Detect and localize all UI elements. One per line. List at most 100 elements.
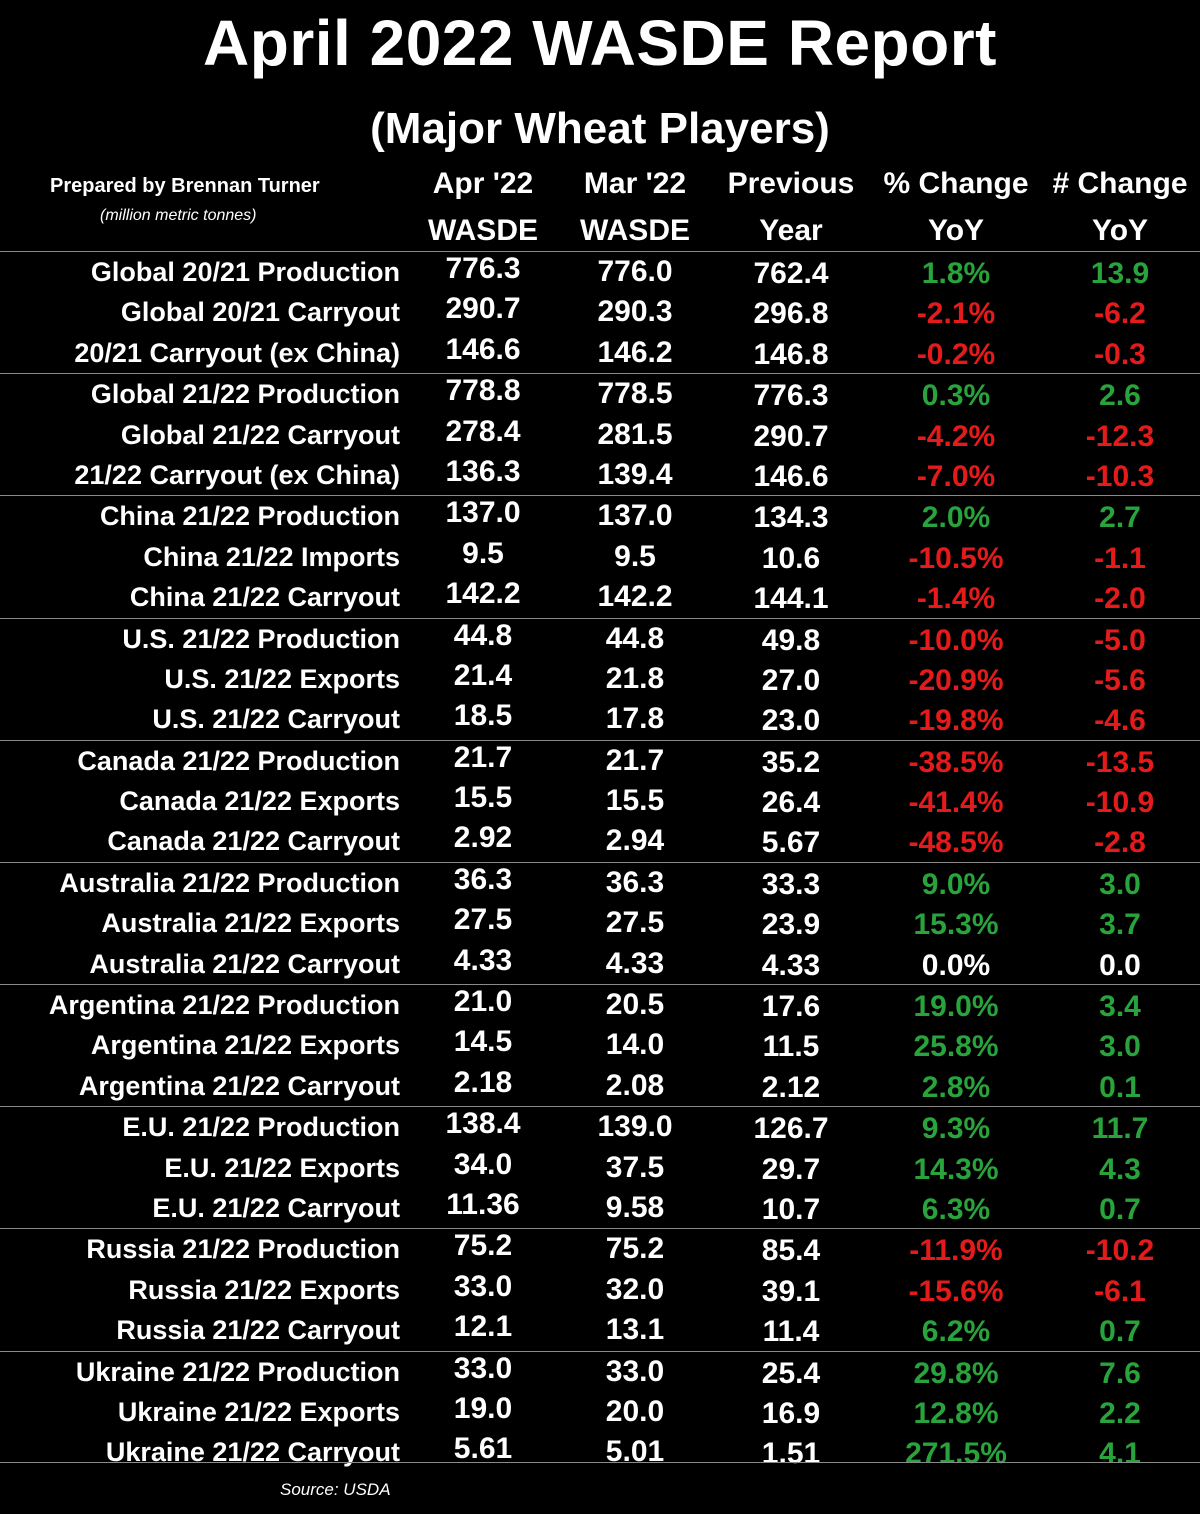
cell-pct-change: 12.8% xyxy=(913,1396,999,1430)
cell-previous-year: 29.7 xyxy=(761,1152,821,1186)
row-label: Argentina 21/22 Carryout xyxy=(78,1070,400,1101)
cell-abs-change: -5.0 xyxy=(1094,623,1146,657)
cell-mar22: 139.0 xyxy=(597,1110,673,1144)
cell-apr22: 9.5 xyxy=(462,536,504,570)
cell-pct-change: -38.5% xyxy=(908,745,1004,779)
cell-apr22: 2.18 xyxy=(453,1065,513,1099)
cell-abs-change: -2.0 xyxy=(1094,582,1146,616)
cell-pct-change: 6.2% xyxy=(921,1315,991,1349)
cell-mar22: 2.08 xyxy=(605,1068,665,1102)
cell-pct-change: -11.9% xyxy=(909,1234,1003,1268)
cell-previous-year: 146.8 xyxy=(753,337,829,371)
cell-mar22: 21.7 xyxy=(605,743,665,777)
cell-pct-change: -41.4% xyxy=(908,786,1004,820)
cell-mar22: 36.3 xyxy=(605,865,665,899)
cell-pct-change: 14.3% xyxy=(913,1152,999,1186)
row-group: Argentina 21/22 Production 21.0 20.5 17.6 19… xyxy=(0,984,1200,1106)
table-row: Argentina 21/22 Production 21.0 20.5 17.6 19… xyxy=(0,985,1200,1025)
table-row: Australia 21/22 Carryout 4.33 4.33 4.33 0.0%… xyxy=(0,944,1200,984)
cell-pct-change: 2.0% xyxy=(921,501,991,535)
cell-pct-change: 9.3% xyxy=(921,1112,991,1146)
cell-mar22: 13.1 xyxy=(605,1313,665,1347)
table-row: Global 21/22 Carryout 278.4 281.5 290.7 -4.2… xyxy=(0,415,1200,455)
row-label: Ukraine 21/22 Carryout xyxy=(105,1437,400,1468)
cell-previous-year: 762.4 xyxy=(753,257,829,290)
table-row: Argentina 21/22 Carryout 2.18 2.08 2.12 2.8%… xyxy=(0,1066,1200,1106)
cell-mar22: 21.8 xyxy=(605,661,665,695)
cell-previous-year: 290.7 xyxy=(753,419,829,453)
table-row: Ukraine 21/22 Exports 19.0 20.0 16.9 12.8% 2.… xyxy=(0,1392,1200,1432)
col-header-apr22: Apr '22 WASDE xyxy=(398,160,568,254)
cell-apr22: 34.0 xyxy=(453,1147,513,1181)
table-bottom-divider xyxy=(0,1462,1200,1463)
cell-abs-change: 0.1 xyxy=(1099,1070,1141,1104)
cell-pct-change: 0.3% xyxy=(921,379,991,413)
cell-abs-change: 4.3 xyxy=(1099,1152,1141,1186)
cell-apr22: 36.3 xyxy=(453,862,513,896)
cell-abs-change: 4.1 xyxy=(1099,1437,1141,1471)
cell-pct-change: -15.6% xyxy=(908,1274,1004,1308)
cell-apr22: 2.92 xyxy=(453,821,513,855)
col-header-line1: Apr '22 xyxy=(432,167,534,200)
col-header-pct-change: % Change YoY xyxy=(871,160,1041,254)
cell-abs-change: -6.1 xyxy=(1094,1274,1146,1308)
cell-apr22: 15.5 xyxy=(453,781,513,815)
cell-mar22: 15.5 xyxy=(605,784,665,818)
cell-mar22: 9.58 xyxy=(605,1190,665,1224)
row-label: Canada 21/22 Production xyxy=(77,745,400,776)
cell-previous-year: 10.6 xyxy=(761,541,821,575)
row-label: Ukraine 21/22 Production xyxy=(75,1356,400,1387)
cell-mar22: 32.0 xyxy=(605,1272,665,1306)
cell-abs-change: 3.4 xyxy=(1099,990,1141,1024)
cell-previous-year: 23.9 xyxy=(761,908,821,942)
cell-abs-change: -0.3 xyxy=(1094,337,1146,371)
cell-previous-year: 33.3 xyxy=(761,867,821,901)
cell-abs-change: -13.5 xyxy=(1085,745,1155,779)
table-row: Russia 21/22 Production 75.2 75.2 85.4 -11.9… xyxy=(0,1229,1200,1269)
cell-apr22: 33.0 xyxy=(453,1269,513,1303)
cell-pct-change: -0.2% xyxy=(916,337,996,371)
cell-abs-change: 11.7 xyxy=(1091,1112,1149,1146)
cell-abs-change: 3.7 xyxy=(1099,908,1141,942)
cell-pct-change: 15.3% xyxy=(913,908,999,942)
table-row: E.U. 21/22 Exports 34.0 37.5 29.7 14.3% 4.3 xyxy=(0,1148,1200,1188)
cell-previous-year: 16.9 xyxy=(761,1396,821,1430)
row-label: Russia 21/22 Production xyxy=(86,1234,400,1265)
row-group: China 21/22 Production 137.0 137.0 134.3 2.0… xyxy=(0,495,1200,617)
cell-apr22: 136.3 xyxy=(445,454,521,488)
cell-pct-change: -19.8% xyxy=(908,704,1004,738)
cell-abs-change: -10.9 xyxy=(1085,786,1155,820)
cell-previous-year: 11.5 xyxy=(762,1030,820,1064)
cell-abs-change: 7.6 xyxy=(1099,1356,1141,1390)
cell-mar22: 20.5 xyxy=(605,988,665,1022)
cell-abs-change: 3.0 xyxy=(1099,867,1141,901)
row-label: 21/22 Carryout (ex China) xyxy=(74,459,400,490)
cell-abs-change: -6.2 xyxy=(1094,297,1146,331)
cell-apr22: 137.0 xyxy=(445,496,521,530)
row-group: Global 20/21 Production 776.3 776.0 762.4 1.… xyxy=(0,251,1200,373)
table-row: Global 20/21 Carryout 290.7 290.3 296.8 -2.1… xyxy=(0,292,1200,332)
row-label: E.U. 21/22 Exports xyxy=(164,1152,400,1183)
table-row: Australia 21/22 Exports 27.5 27.5 23.9 15.3%… xyxy=(0,903,1200,943)
row-label: Ukraine 21/22 Exports xyxy=(117,1396,400,1427)
cell-previous-year: 11.4 xyxy=(762,1315,820,1349)
cell-previous-year: 25.4 xyxy=(761,1356,821,1390)
cell-apr22: 21.4 xyxy=(453,658,513,692)
cell-abs-change: 2.2 xyxy=(1099,1396,1141,1430)
cell-apr22: 776.3 xyxy=(445,252,521,285)
col-header-line1: Previous xyxy=(727,167,855,200)
cell-previous-year: 26.4 xyxy=(761,786,821,820)
table-row: Canada 21/22 Production 21.7 21.7 35.2 -38.5… xyxy=(0,741,1200,781)
cell-apr22: 21.7 xyxy=(453,740,513,774)
col-header-line2: WASDE xyxy=(427,214,538,247)
cell-apr22: 14.5 xyxy=(453,1025,513,1059)
cell-abs-change: -5.6 xyxy=(1094,663,1146,697)
cell-previous-year: 17.6 xyxy=(761,990,821,1024)
cell-pct-change: 6.3% xyxy=(921,1192,991,1226)
col-header-abs-change: # Change YoY xyxy=(1035,160,1200,254)
row-label: Australia 21/22 Carryout xyxy=(89,948,400,979)
row-label: Russia 21/22 Exports xyxy=(128,1274,400,1305)
cell-abs-change: 2.7 xyxy=(1099,501,1141,535)
row-label: 20/21 Carryout (ex China) xyxy=(74,337,400,368)
cell-apr22: 278.4 xyxy=(445,414,521,448)
